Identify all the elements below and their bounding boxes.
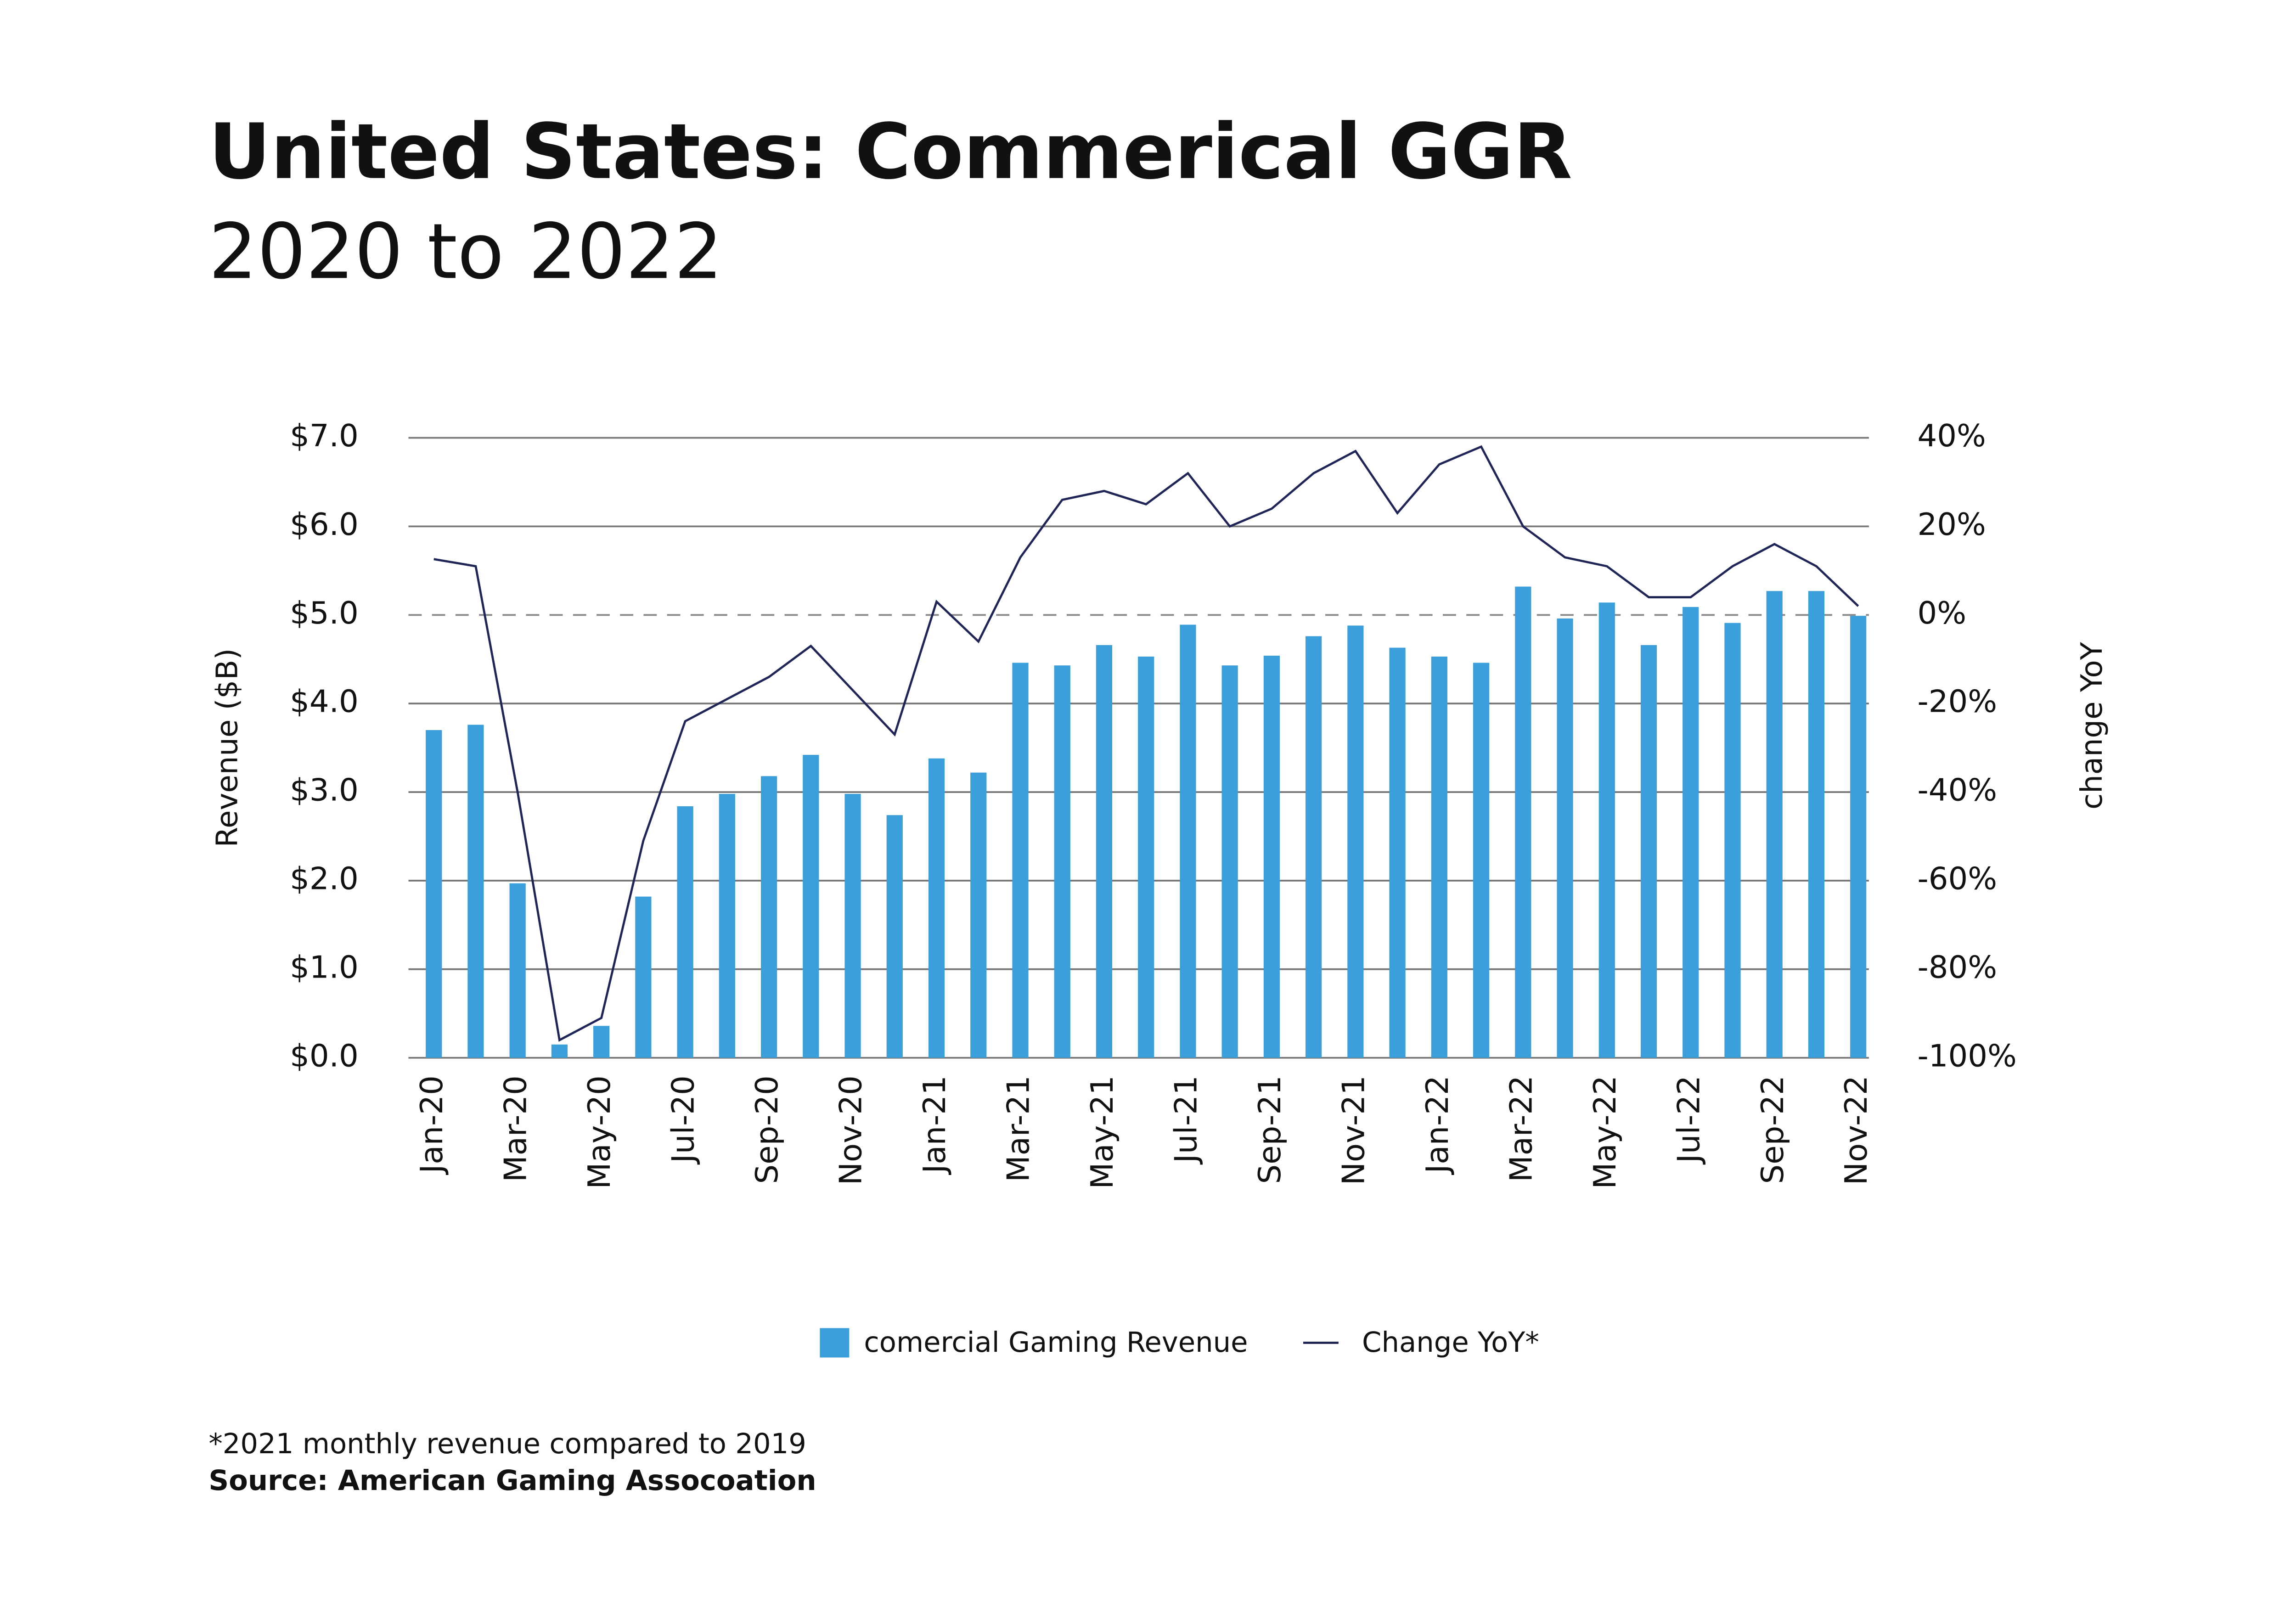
x-tick-label: Jul-22 xyxy=(1671,1075,1706,1165)
bar xyxy=(1012,663,1029,1058)
legend-label: Change YoY* xyxy=(1362,1327,1539,1359)
x-tick-label: Mar-20 xyxy=(498,1075,534,1182)
bar xyxy=(844,793,861,1058)
bar xyxy=(426,730,442,1058)
y2-tick-label: -60% xyxy=(1917,860,1997,896)
bar xyxy=(635,896,652,1058)
bar xyxy=(928,758,945,1058)
bar xyxy=(1054,665,1070,1058)
x-tick-label: Nov-20 xyxy=(833,1075,869,1185)
x-tick-label: Nov-21 xyxy=(1335,1075,1371,1185)
x-tick-label: Jul-20 xyxy=(665,1075,701,1165)
bar xyxy=(1640,645,1657,1058)
y2-axis-label: change YoY xyxy=(2075,641,2109,810)
bar xyxy=(551,1044,568,1058)
y-tick-label: $5.0 xyxy=(290,595,359,631)
line xyxy=(433,445,1859,1042)
bar xyxy=(1180,624,1196,1058)
y-tick-label: $6.0 xyxy=(290,506,359,542)
bar xyxy=(1850,616,1867,1058)
bar xyxy=(677,806,693,1058)
bar xyxy=(1683,607,1699,1058)
chart-title: United States: Commerical GGR xyxy=(208,108,1572,197)
x-tick-label: May-22 xyxy=(1587,1075,1623,1189)
x-tick-label: Jan-22 xyxy=(1419,1075,1455,1175)
footnote: *2021 monthly revenue compared to 2019 xyxy=(208,1428,806,1460)
x-tick-label: Sep-21 xyxy=(1252,1075,1288,1184)
bar xyxy=(593,1026,610,1058)
y-tick-label: $2.0 xyxy=(290,860,359,896)
bar xyxy=(1557,618,1573,1058)
bar xyxy=(1389,647,1406,1058)
x-tick-label: Sep-22 xyxy=(1755,1075,1790,1184)
chart-subtitle: 2020 to 2022 xyxy=(208,208,723,296)
y2-tick-label: -100% xyxy=(1917,1038,2016,1074)
y-tick-label: $0.0 xyxy=(290,1038,359,1074)
bar xyxy=(1263,656,1280,1058)
x-tick-label: May-21 xyxy=(1084,1075,1120,1189)
x-tick-label: Jan-21 xyxy=(917,1075,952,1175)
y2-tick-label: 20% xyxy=(1917,506,1986,542)
bar xyxy=(1766,591,1783,1058)
bar xyxy=(1138,656,1154,1058)
y2-tick-label: 0% xyxy=(1917,595,1966,631)
y-tick-label: $7.0 xyxy=(290,418,359,454)
bar xyxy=(1306,636,1322,1058)
x-tick-label: Nov-22 xyxy=(1838,1075,1874,1185)
bar xyxy=(467,725,484,1058)
bar xyxy=(1515,586,1531,1058)
x-tick-label: Mar-21 xyxy=(1001,1075,1036,1182)
bar xyxy=(1221,665,1238,1058)
x-tick-label: May-20 xyxy=(581,1075,617,1189)
x-tick-label: Jul-21 xyxy=(1168,1075,1204,1165)
bar xyxy=(1473,663,1490,1058)
x-tick-label: Sep-20 xyxy=(749,1075,785,1184)
y-tick-label: $1.0 xyxy=(290,949,359,985)
y-tick-label: $3.0 xyxy=(290,772,359,808)
y2-tick-label: -80% xyxy=(1917,949,1997,985)
bar xyxy=(1347,625,1364,1058)
bar xyxy=(1808,591,1825,1058)
bar xyxy=(760,776,777,1058)
source: Source: American Gaming Assocoation xyxy=(208,1465,816,1497)
bar xyxy=(1598,602,1615,1058)
y2-tick-label: 40% xyxy=(1917,418,1986,454)
legend-label: comercial Gaming Revenue xyxy=(864,1327,1248,1359)
legend-swatch xyxy=(820,1328,850,1358)
x-tick-label: Jan-20 xyxy=(414,1075,450,1175)
bar xyxy=(1096,645,1113,1058)
bar xyxy=(509,883,526,1058)
bar xyxy=(970,772,987,1058)
x-tick-label: Mar-22 xyxy=(1503,1075,1539,1182)
y-tick-label: $4.0 xyxy=(290,684,359,720)
y2-tick-label: -40% xyxy=(1917,772,1997,808)
bar xyxy=(1431,656,1447,1058)
bar xyxy=(719,793,735,1058)
bar xyxy=(886,815,903,1058)
bar xyxy=(1724,623,1741,1058)
y-axis-label: Revenue ($B) xyxy=(211,648,245,848)
y2-tick-label: -20% xyxy=(1917,684,1997,720)
bar xyxy=(803,755,819,1058)
